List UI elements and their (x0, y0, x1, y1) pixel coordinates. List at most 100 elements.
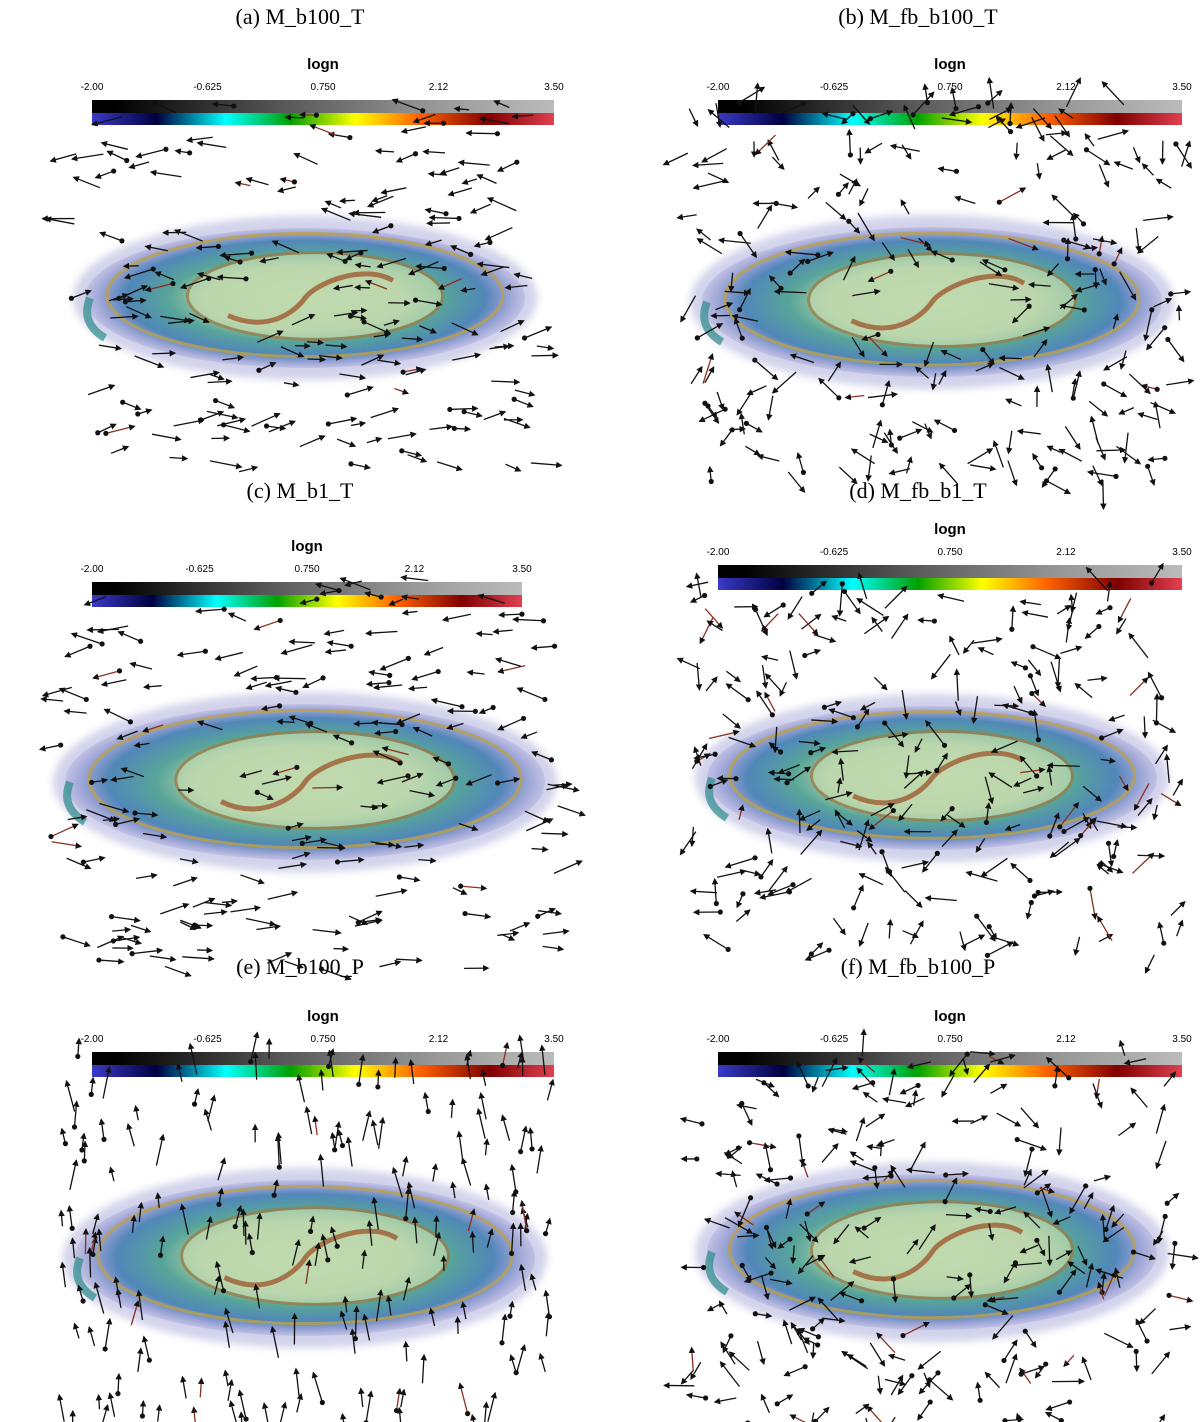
vector-arrow (115, 816, 141, 825)
vector-arrow (1072, 370, 1082, 399)
vector-arrow (544, 1311, 552, 1337)
vector-arrow (536, 344, 555, 351)
vector-arrow (536, 1144, 544, 1174)
vector-arrow (452, 352, 482, 361)
vector-arrow (493, 100, 510, 109)
vector-arrow-tail-dot (926, 1377, 933, 1383)
vector-arrow-tail-dot (332, 1147, 338, 1153)
vector-arrow (524, 326, 553, 339)
vector-arrow (69, 1159, 79, 1190)
vector-arrow (901, 859, 930, 869)
vector-arrow (319, 589, 340, 597)
vector-arrow (186, 136, 213, 144)
vector-arrow (509, 1354, 517, 1373)
vector-arrow (676, 657, 701, 670)
vector-arrow-tail-dot (1026, 303, 1032, 309)
vector-arrow (735, 909, 751, 922)
vector-arrow (105, 424, 136, 434)
vector-arrow (516, 687, 546, 701)
vector-arrow (130, 1214, 137, 1233)
vector-arrow-tail-dot (717, 909, 723, 915)
vector-arrow (746, 385, 767, 396)
vector-arrow (1105, 1204, 1116, 1230)
vector-arrow (404, 842, 425, 849)
vector-arrow-tail-dot (215, 243, 222, 250)
vector-arrow (447, 187, 473, 197)
vector-arrow (387, 431, 417, 440)
vector-arrow (846, 128, 853, 155)
vector-arrow (938, 462, 958, 485)
vector-arrow (1081, 1356, 1092, 1381)
vector-arrow-tail-dot (113, 821, 119, 827)
vector-arrow (754, 359, 779, 381)
vector-arrow (333, 945, 350, 953)
vector-arrow (764, 691, 776, 712)
vector-arrow (141, 724, 164, 733)
vector-arrow (707, 172, 730, 184)
vector-arrow (89, 1076, 96, 1095)
vector-arrow (1097, 129, 1130, 140)
vector-arrow (246, 1232, 254, 1253)
vector-arrow (1118, 407, 1135, 415)
vector-arrow (856, 708, 870, 728)
vector-arrow (741, 1103, 753, 1127)
vector-arrow (81, 1140, 89, 1161)
vector-arrow (832, 917, 846, 936)
vector-arrow-tail-dot (847, 152, 853, 158)
vector-arrow (209, 460, 243, 470)
vector-arrow-tail-dot (1031, 893, 1038, 899)
vector-arrow (401, 450, 423, 458)
vector-arrow (291, 851, 311, 860)
vector-arrow (865, 1417, 868, 1422)
vector-arrow (756, 1341, 766, 1366)
vector-arrow-tail-dot (1083, 1183, 1089, 1189)
vector-arrow (278, 861, 308, 869)
vector-arrow (486, 1228, 494, 1248)
vector-arrow-tail-dot (358, 250, 364, 256)
vector-arrow (755, 1312, 773, 1319)
vector-arrow (1137, 236, 1159, 254)
vector-arrow-tail-dot (951, 427, 958, 434)
vector-arrow (392, 1057, 399, 1078)
vector-arrow (94, 170, 114, 179)
vector-arrow (737, 1197, 752, 1228)
colorbar-tick-label: -2.00 (706, 82, 730, 93)
vector-arrow (460, 1157, 472, 1186)
vector-arrow (864, 142, 883, 154)
vector-arrow (100, 140, 128, 150)
vector-arrow (537, 907, 556, 917)
vector-arrow (336, 438, 357, 448)
colorbar-tick-label: 3.50 (544, 82, 564, 93)
vector-arrow (662, 152, 689, 166)
vector-arrow (108, 293, 129, 302)
vector-arrow-tail-dot (722, 406, 728, 412)
vector-arrow-tail-dot (1066, 1075, 1072, 1081)
vector-arrow-tail-dot (334, 1243, 340, 1249)
vector-arrow-tail-dot (1029, 690, 1035, 697)
vector-arrow (838, 466, 858, 485)
colorbar-tick-label: 2.12 (428, 82, 449, 93)
vector-arrow-tail-dot (212, 397, 219, 404)
vector-arrow-tail-dot (1066, 1399, 1073, 1405)
vector-arrow (553, 860, 583, 874)
vector-arrow (822, 1317, 846, 1324)
vector-arrow (432, 756, 449, 765)
vector-arrow (475, 630, 493, 638)
vector-arrow (811, 1076, 819, 1093)
vector-arrow (912, 91, 935, 116)
vector-arrow (965, 870, 998, 882)
vector-arrow (856, 830, 873, 843)
vector-arrow-tail-dot (248, 1059, 254, 1065)
vector-arrow (58, 1209, 65, 1227)
vector-arrow (378, 1116, 386, 1149)
vector-arrow (1071, 378, 1078, 399)
vector-arrow-tail-dot (361, 319, 367, 325)
vector-arrow (789, 353, 815, 364)
vector-arrow-tail-dot (420, 108, 426, 114)
vector-arrow (746, 422, 763, 433)
vector-arrow (464, 912, 492, 920)
vector-arrow (291, 834, 312, 842)
vector-arrow (949, 86, 957, 109)
vector-arrow (767, 769, 789, 777)
colorbar-tick-label: 0.750 (937, 1034, 963, 1045)
